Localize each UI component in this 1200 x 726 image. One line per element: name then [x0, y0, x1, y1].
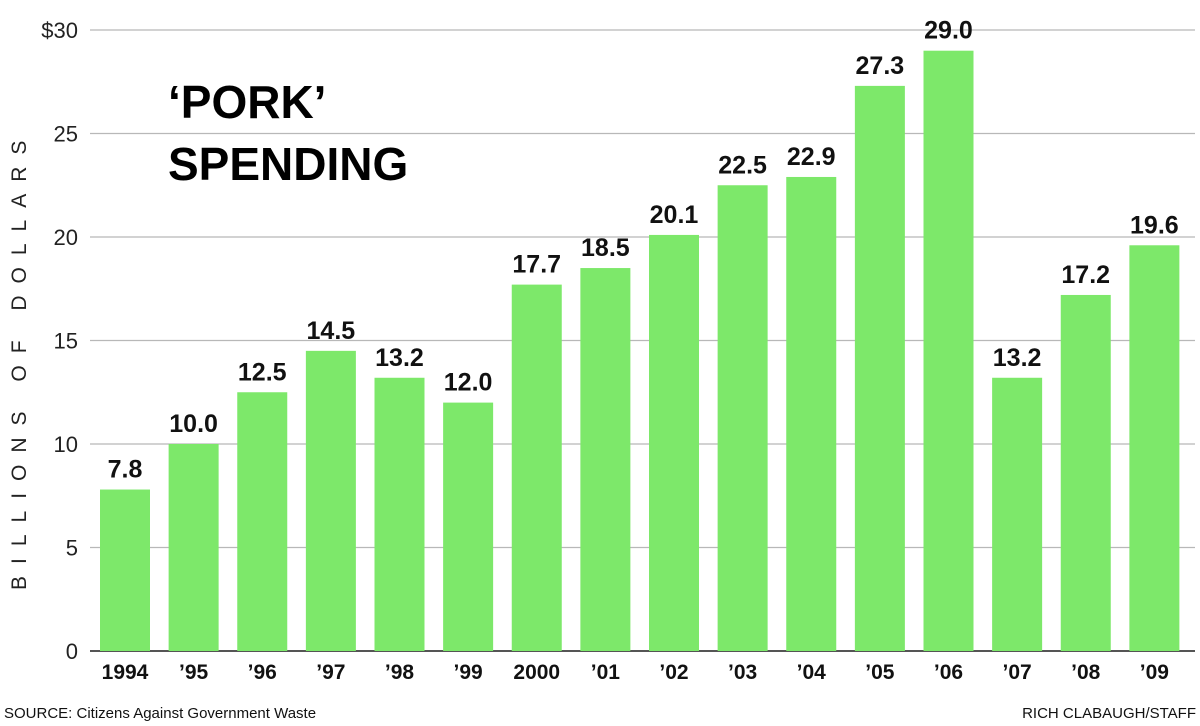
data-label: 7.8: [108, 456, 143, 484]
data-label: 29.0: [924, 17, 973, 45]
x-tick-label: 2000: [513, 661, 560, 684]
data-label: 12.5: [238, 358, 287, 386]
data-label: 19.6: [1130, 211, 1179, 239]
data-label: 18.5: [581, 234, 630, 262]
x-tick-label: ’05: [865, 661, 895, 684]
data-label: 14.5: [307, 317, 356, 345]
data-label: 17.2: [1061, 261, 1110, 289]
x-tick-label: ’07: [1003, 661, 1032, 684]
chart-title-line-1: ‘PORK’: [168, 76, 326, 128]
data-label: 22.5: [718, 151, 767, 179]
data-label: 13.2: [375, 344, 424, 372]
data-label: 13.2: [993, 344, 1042, 372]
x-tick-label: ’98: [385, 661, 415, 684]
x-tick-label: ’95: [179, 661, 209, 684]
data-labels: 7.8 10.0 12.5 14.5 13.2 12.0 17.7 18.5 20.1 22.5 2…: [108, 17, 1179, 484]
bar: [374, 377, 425, 651]
x-tick-label: ’03: [728, 661, 757, 684]
bar: [100, 489, 150, 651]
bar: [1060, 294, 1111, 651]
bars: [100, 50, 1180, 651]
x-tick-label: ’96: [248, 661, 277, 684]
x-tick-label: 1994: [102, 661, 149, 684]
data-label: 22.9: [787, 143, 836, 171]
bar: [992, 377, 1043, 651]
x-tick-label: ’06: [934, 661, 963, 684]
data-label: 20.1: [650, 201, 699, 229]
data-label: 10.0: [169, 410, 218, 438]
y-tick-label: $30: [41, 18, 78, 43]
y-axis-ticks: 0 5 10 15 20 25 $30: [41, 18, 78, 664]
bar: [168, 444, 219, 651]
bar: [649, 234, 699, 651]
x-tick-label: ’99: [454, 661, 483, 684]
bar: [786, 176, 837, 651]
data-label: 17.7: [512, 251, 561, 279]
bar: [854, 85, 905, 651]
y-tick-label: 25: [54, 122, 78, 147]
bar: [580, 268, 631, 651]
y-tick-label: 10: [54, 432, 78, 457]
y-tick-label: 15: [54, 329, 78, 354]
bar: [717, 185, 768, 651]
bar: [443, 402, 494, 651]
x-tick-label: ’08: [1071, 661, 1101, 684]
x-tick-label: ’04: [797, 661, 827, 684]
bar: [511, 284, 562, 651]
x-tick-label: ’09: [1140, 661, 1169, 684]
x-tick-label: ’02: [659, 661, 688, 684]
y-tick-label: 20: [54, 225, 78, 250]
x-tick-label: ’97: [316, 661, 345, 684]
y-tick-label: 5: [66, 536, 78, 561]
bar: [237, 392, 288, 651]
y-axis-label: BILLIONS OF DOLLARS: [8, 129, 31, 590]
y-tick-label: 0: [66, 639, 78, 664]
data-label: 12.0: [444, 369, 493, 397]
source-note: SOURCE: Citizens Against Government Wast…: [4, 705, 316, 722]
x-tick-label: ’01: [591, 661, 621, 684]
data-label: 27.3: [856, 52, 905, 80]
chart-title-line-2: SPENDING: [168, 138, 408, 190]
credit-note: RICH CLABAUGH/STAFF: [1022, 705, 1196, 722]
x-axis-ticks: 1994 ’95 ’96 ’97 ’98 ’99 2000 ’01 ’02 ’03 ’04 ’05 ’0…: [102, 661, 1169, 684]
bar: [1129, 245, 1180, 651]
bar: [923, 50, 974, 651]
bar: [305, 350, 356, 651]
